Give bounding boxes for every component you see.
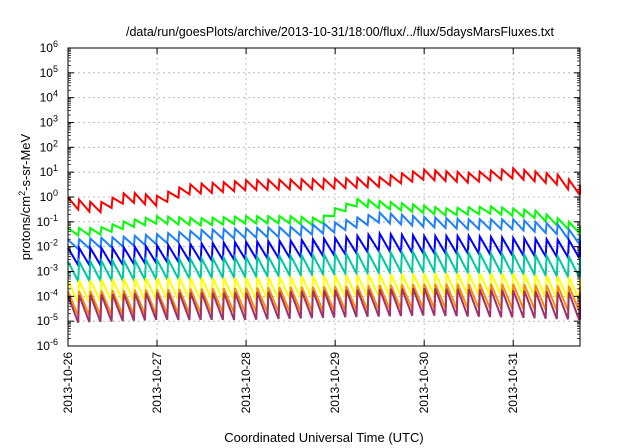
x-tick-label: 2013-10-30 xyxy=(417,352,431,414)
y-tick-label: 102 xyxy=(40,138,58,154)
series-line-1 xyxy=(67,165,581,215)
y-axis-ticks: 10-6 10-5 10-4 10-3 10-2 10-1 100 101 102 103 104 1… xyxy=(37,39,580,353)
chart-title: /data/run/goesPlots/archive/2013-10-31/1… xyxy=(126,25,555,39)
x-tick-label: 2013-10-27 xyxy=(150,352,164,414)
y-axis-label: protons/cm2-s-sr-MeV xyxy=(17,133,33,260)
y-tick-label: 10-5 xyxy=(37,312,58,328)
series-line-8 xyxy=(67,287,581,323)
y-tick-label: 101 xyxy=(40,163,58,179)
y-tick-label: 105 xyxy=(40,64,58,80)
x-tick-label: 2013-10-31 xyxy=(506,352,520,414)
series-line-4 xyxy=(67,230,581,269)
y-axis-label-pre: protons/cm xyxy=(18,196,33,260)
y-tick-label: 106 xyxy=(40,39,58,55)
y-axis-label-sup: 2 xyxy=(17,191,27,196)
y-axis-label-post: -s-sr-MeV xyxy=(18,133,33,190)
x-axis-label: Coordinated Universal Time (UTC) xyxy=(224,430,423,445)
x-tick-label: 2013-10-28 xyxy=(239,352,253,414)
y-tick-label: 10-2 xyxy=(37,238,58,254)
y-tick-label: 10-1 xyxy=(37,213,58,229)
plot-area xyxy=(67,165,581,323)
y-tick-label: 103 xyxy=(40,114,58,130)
y-tick-label: 10-3 xyxy=(37,263,58,279)
series-line-3 xyxy=(67,210,581,252)
y-tick-label: 10-6 xyxy=(37,337,58,353)
x-tick-label: 2013-10-29 xyxy=(328,352,342,414)
y-tick-label: 104 xyxy=(40,89,58,105)
x-axis-ticks: 2013-10-26 2013-10-27 2013-10-28 2013-10-29… xyxy=(61,48,520,413)
y-tick-label: 10-4 xyxy=(37,287,58,303)
series-line-2 xyxy=(67,196,581,238)
y-tick-label: 100 xyxy=(40,188,58,204)
x-tick-label: 2013-10-26 xyxy=(61,352,75,414)
series-line-5 xyxy=(67,247,581,285)
